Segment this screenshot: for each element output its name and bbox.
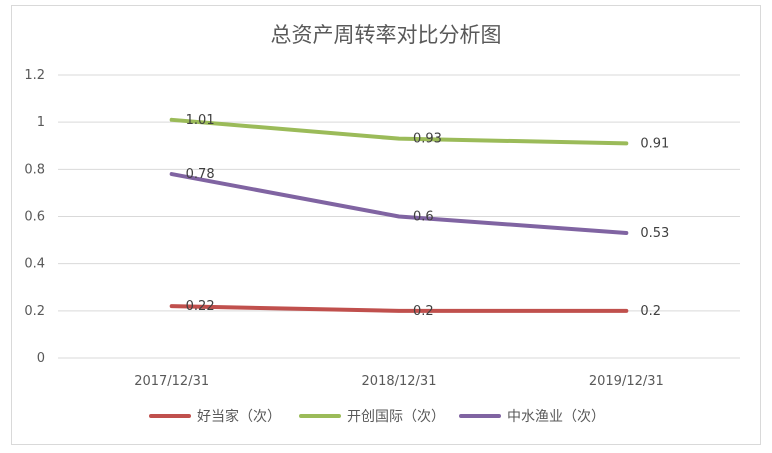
y-tick-label: 1	[37, 115, 45, 130]
x-tick-label: 2018/12/31	[362, 374, 437, 389]
y-tick-label: 0.8	[24, 162, 45, 177]
y-tick-label: 0.4	[24, 257, 45, 272]
series-lines	[169, 117, 629, 313]
y-tick-label: 0.6	[24, 210, 45, 225]
series-line	[169, 304, 629, 313]
y-tick-label: 0.2	[24, 304, 45, 319]
series-line	[169, 172, 629, 236]
data-label: 0.78	[186, 167, 215, 182]
data-label: 0.2	[413, 304, 434, 319]
data-labels: 0.22 0.2 0.2 1.01 0.93 0.91 0.78 0.6 0.53	[186, 113, 670, 319]
series-line	[169, 117, 629, 146]
y-tick-label: 1.2	[24, 68, 45, 83]
legend: 好当家（次） 开创国际（次） 中水渔业（次）	[149, 408, 605, 425]
x-tick-label: 2017/12/31	[134, 374, 209, 389]
data-label: 1.01	[186, 113, 215, 128]
x-tick-label: 2019/12/31	[589, 374, 664, 389]
data-label: 0.6	[413, 210, 434, 225]
y-tick-label: 0	[37, 351, 45, 366]
chart-title: 总资产周转率对比分析图	[271, 23, 502, 47]
x-axis: 2017/12/31 2018/12/31 2019/12/31	[134, 374, 664, 389]
data-label: 0.22	[186, 299, 215, 314]
data-label: 0.91	[640, 136, 669, 151]
legend-label: 好当家（次）	[197, 408, 281, 425]
data-label: 0.93	[413, 132, 442, 147]
data-label: 0.53	[640, 226, 669, 241]
chart-frame	[11, 5, 761, 445]
legend-label: 中水渔业（次）	[507, 409, 605, 425]
data-label: 0.2	[640, 304, 661, 319]
legend-label: 开创国际（次）	[347, 409, 445, 425]
y-axis: 0 0.2 0.4 0.6 0.8 1 1.2	[24, 68, 45, 366]
